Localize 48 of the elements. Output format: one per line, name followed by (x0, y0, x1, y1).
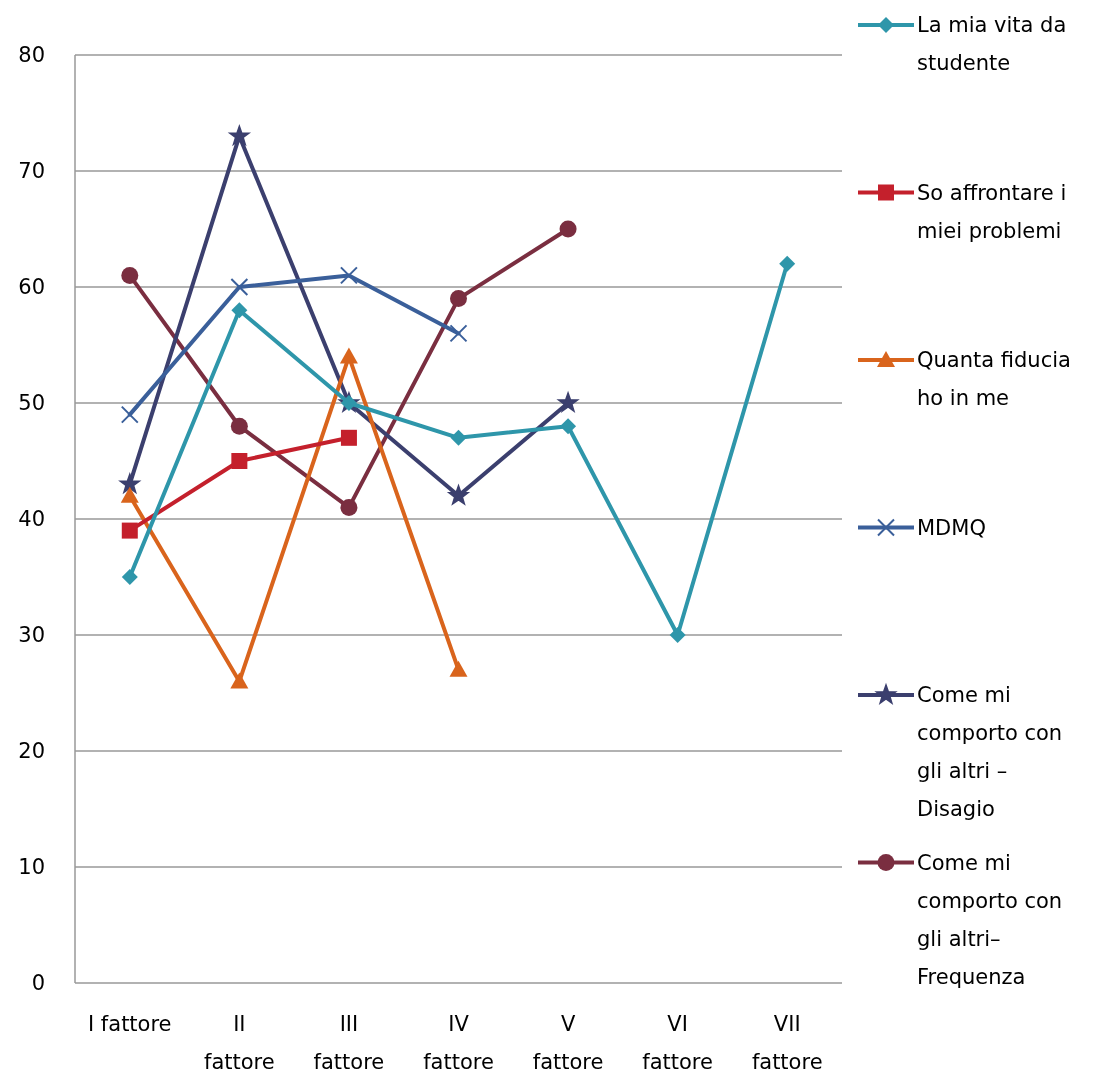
point (557, 392, 579, 412)
x-tick-label: V fattore (532, 1012, 604, 1074)
y-tick-label: 60 (18, 275, 45, 300)
x-tick-label: VII fattore (751, 1012, 823, 1074)
legend-label: La mia vita da studente (917, 13, 1067, 76)
y-tick-label: 30 (18, 623, 45, 648)
point (339, 266, 358, 285)
point (229, 125, 250, 146)
x-tick-label: II fattore (204, 1012, 275, 1074)
point (231, 453, 248, 469)
legend-label: Come mi comporto con gli altri–Frequenza (917, 850, 1063, 989)
point (448, 485, 469, 505)
point (120, 405, 139, 424)
point (121, 522, 138, 539)
point (450, 290, 467, 308)
y-tick-label: 40 (18, 507, 45, 532)
point (339, 347, 358, 364)
point (560, 418, 577, 435)
point (121, 266, 139, 284)
y-tick-label: 10 (18, 855, 45, 880)
legend-label: Come mi comporto con gli altri – Disagio (917, 683, 1063, 822)
point (230, 672, 249, 689)
point (779, 255, 796, 272)
y-tick-label: 80 (18, 43, 45, 68)
point (669, 627, 686, 643)
y-tick-label: 0 (31, 971, 45, 996)
point (230, 278, 249, 296)
point (230, 417, 248, 435)
x-tick-label: VI fattore (642, 1012, 713, 1074)
x-tick-label: III fattore (313, 1012, 385, 1074)
legend-label: Quanta fiducia ho in me (917, 348, 1071, 411)
point (559, 220, 577, 238)
point (340, 429, 357, 446)
x-tick-label: IV fattore (423, 1012, 494, 1074)
point (121, 569, 138, 585)
point (449, 660, 468, 677)
legend-label: So affrontare i miei problemi (917, 180, 1067, 243)
legend-label: MDMQ (917, 515, 986, 540)
y-tick-label: 70 (18, 159, 45, 184)
point (340, 498, 358, 516)
point (449, 324, 468, 343)
x-tick-label: I fattore (88, 1012, 172, 1036)
y-tick-label: 50 (18, 391, 45, 416)
point (450, 429, 467, 446)
point (120, 486, 139, 503)
point (119, 473, 141, 494)
point (231, 302, 248, 319)
y-tick-label: 20 (18, 739, 45, 764)
